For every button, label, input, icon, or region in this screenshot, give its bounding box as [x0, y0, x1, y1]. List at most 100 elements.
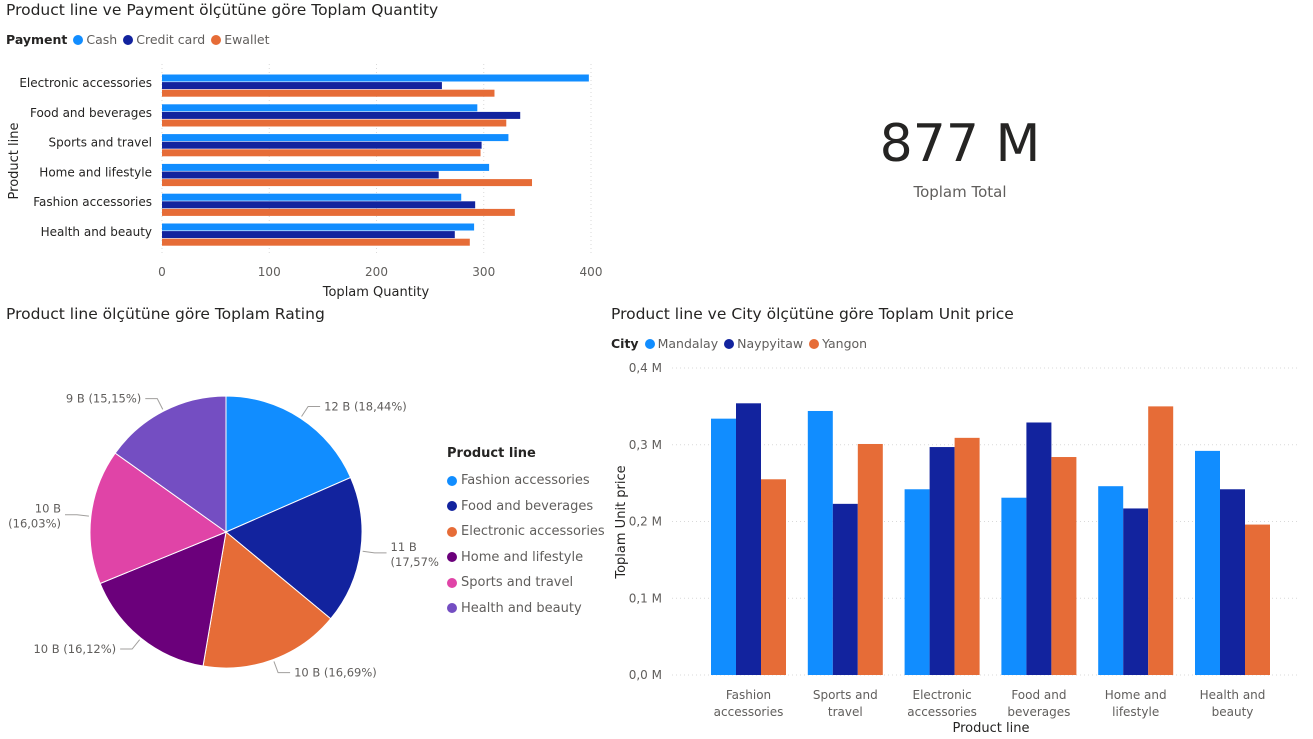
pie-data-label: 10 B [35, 502, 61, 516]
bar-cash-home-and-lifestyle [162, 163, 490, 171]
legend-dot [447, 475, 457, 486]
y-tick-label: 0,2 M [629, 515, 662, 529]
legend-item-sports-and-travel[interactable]: Sports and travel [447, 570, 605, 596]
legend-dot-cash [73, 34, 84, 45]
bar-cash-fashion-accessories [162, 193, 462, 201]
legend-dot-credit-card [123, 34, 134, 45]
legend-dot [447, 603, 457, 614]
legend-item-ewallet[interactable]: Ewallet [211, 32, 270, 47]
legend-item-credit-card[interactable]: Credit card [123, 32, 205, 47]
legend-label-yangon: Yangon [822, 336, 868, 351]
column-yangon-sports-and-travel [857, 443, 883, 675]
column-mandalay-fashion-accessories [711, 418, 736, 675]
x-tick-label: Sports and [813, 688, 878, 702]
y-tick-label: 0,3 M [629, 438, 662, 452]
column-yangon-health-and-beauty [1245, 524, 1270, 675]
y-tick-label: Sports and travel [49, 136, 152, 150]
x-axis-title: Product line [953, 721, 1030, 736]
bar-cash-health-and-beauty [162, 223, 475, 231]
x-tick-label: beauty [1212, 705, 1254, 719]
legend-item-electronic-accessories[interactable]: Electronic accessories [447, 519, 605, 545]
pie-leader-line [301, 405, 321, 417]
legend-dot [447, 577, 457, 588]
bar-ewallet-electronic-accessories [162, 89, 495, 97]
legend-label: Health and beauty [461, 600, 582, 616]
legend-item-mandalay[interactable]: Mandalay [644, 336, 718, 351]
column-mandalay-food-and-beverages [1001, 497, 1027, 675]
pie-slice-sports-and-travel [89, 452, 228, 585]
pie-data-label: 11 B [391, 540, 417, 554]
bar-credit-card-health-and-beauty [162, 231, 455, 239]
column-yangon-electronic-accessories [954, 437, 980, 675]
column-mandalay-sports-and-travel [807, 410, 833, 675]
legend-dot [447, 552, 457, 563]
bar-credit-card-home-and-lifestyle [162, 171, 439, 179]
column-naypyitaw-fashion-accessories [736, 403, 761, 675]
column-mandalay-health-and-beauty [1195, 450, 1220, 675]
column-naypyitaw-food-and-beverages [1026, 422, 1052, 675]
x-tick-label: lifestyle [1112, 705, 1159, 719]
y-tick-label: 0,4 M [629, 361, 662, 375]
legend-item-naypyitaw[interactable]: Naypyitaw [724, 336, 803, 351]
pie-slice-food-and-beverages [225, 476, 363, 620]
column-yangon-fashion-accessories [761, 479, 786, 675]
y-tick-label: Food and beverages [30, 106, 152, 120]
legend-item-home-and-lifestyle[interactable]: Home and lifestyle [447, 545, 605, 571]
legend-dot-naypyitaw [724, 338, 735, 349]
unit-price-chart-title: Product line ve City ölçütüne göre Topla… [611, 305, 1014, 323]
product-line-legend-title: Product line [447, 446, 536, 461]
legend-item-yangon[interactable]: Yangon [809, 336, 867, 351]
x-tick-label: 300 [472, 265, 495, 279]
x-tick-label: 400 [580, 265, 603, 279]
legend-dot-ewallet [211, 34, 222, 45]
legend-label: Sports and travel [461, 575, 574, 591]
pie-leader-line [273, 661, 291, 674]
legend-label-ewallet: Ewallet [224, 32, 270, 47]
x-tick-label: accessories [714, 705, 784, 719]
column-naypyitaw-sports-and-travel [832, 503, 858, 675]
x-tick-label: 0 [158, 265, 166, 279]
legend-label-credit-card: Credit card [136, 32, 206, 47]
bar-cash-sports-and-travel [162, 134, 509, 142]
legend-item-health-and-beauty[interactable]: Health and beauty [447, 596, 605, 622]
kpi-value: 877 M [879, 114, 1041, 174]
x-tick-label: accessories [907, 705, 977, 719]
pie-data-label: 9 B (15,15%) [66, 392, 141, 406]
legend-dot-mandalay [644, 338, 655, 349]
bar-ewallet-sports-and-travel [162, 149, 481, 157]
x-tick-label: travel [828, 705, 863, 719]
column-mandalay-electronic-accessories [904, 489, 930, 675]
bar-cash-food-and-beverages [162, 104, 478, 112]
legend-dot-yangon [809, 338, 820, 349]
x-tick-label: Fashion [726, 688, 771, 702]
rating-pie-chart[interactable]: 12 B (18,44%) 11 B(17,57%) 10 B (16,69%) 10… [0, 330, 440, 730]
legend-item-fashion-accessories[interactable]: Fashion accessories [447, 468, 605, 494]
legend-item-cash[interactable]: Cash [73, 32, 117, 47]
bar-ewallet-health-and-beauty [162, 238, 470, 246]
pie-leader-line [145, 398, 164, 410]
x-tick-label: Electronic [913, 688, 972, 702]
legend-label: Home and lifestyle [461, 549, 584, 565]
y-axis-title: Toplam Unit price [614, 465, 629, 579]
pie-leader-line [120, 639, 141, 650]
pie-data-label: 10 B (16,12%) [33, 642, 116, 656]
x-tick-label: 200 [365, 265, 388, 279]
x-axis-title: Toplam Quantity [322, 285, 430, 300]
bar-credit-card-sports-and-travel [162, 141, 482, 149]
pie-data-label-percent: (17,57%) [391, 555, 440, 569]
quantity-bar-chart[interactable]: 0 100 200 300 400 Electronic accessories Food … [0, 56, 620, 306]
legend-item-food-and-beverages[interactable]: Food and beverages [447, 494, 605, 520]
y-tick-label: Electronic accessories [19, 76, 152, 90]
legend-label-cash: Cash [86, 32, 118, 47]
bar-ewallet-home-and-lifestyle [162, 179, 533, 187]
pie-leader-line [64, 514, 89, 517]
rating-chart-title: Product line ölçütüne göre Toplam Rating [6, 305, 325, 323]
legend-label: Fashion accessories [461, 473, 590, 489]
column-yangon-home-and-lifestyle [1148, 406, 1174, 675]
pie-slice-fashion-accessories [225, 395, 352, 533]
x-tick-label: 100 [258, 265, 281, 279]
column-mandalay-home-and-lifestyle [1098, 486, 1124, 675]
unit-price-column-chart[interactable]: 0,0 M 0,1 M 0,2 M 0,3 M 0,4 M Fashion accessor… [600, 355, 1313, 739]
column-yangon-food-and-beverages [1051, 457, 1077, 675]
bar-ewallet-fashion-accessories [162, 208, 515, 216]
